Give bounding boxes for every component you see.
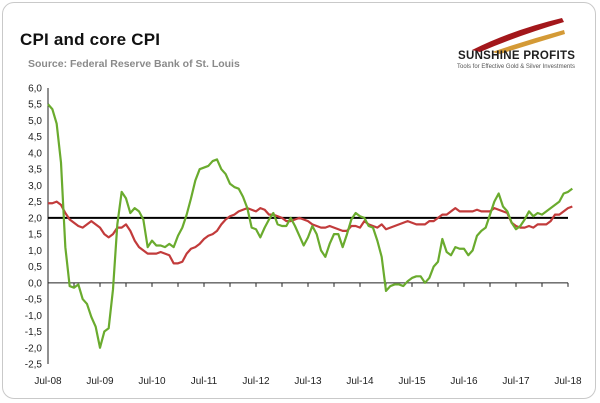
- y-tick-label: 0,0: [28, 278, 42, 289]
- x-tick-label: Jul-17: [502, 376, 530, 387]
- x-axis-tick-marks: [47, 282, 569, 287]
- logo-ray-gold: [492, 30, 565, 54]
- y-tick-label: 4,0: [28, 148, 42, 159]
- y-tick-label: 5,0: [28, 116, 42, 127]
- y-tick-label: -1,5: [25, 327, 43, 338]
- x-tick-label: Jul-13: [294, 376, 322, 387]
- core-cpi-series-line: [48, 200, 573, 265]
- x-tick-label: Jul-16: [450, 376, 478, 387]
- chart-frame: [2, 2, 596, 399]
- logo-brand: SUNSHINE PROFITS: [458, 50, 576, 62]
- y-tick-label: 6,0: [28, 84, 42, 95]
- chart-source: Source: Federal Reserve Bank of St. Loui…: [28, 58, 240, 70]
- y-tick-label: -2,5: [25, 360, 43, 371]
- cpi-series-line: [47, 103, 573, 349]
- y-tick-label: 1,0: [28, 246, 42, 257]
- y-tick-label: 1,5: [28, 230, 42, 241]
- y-tick-label: 5,5: [28, 100, 42, 111]
- y-tick-label: 4,5: [28, 132, 42, 143]
- y-tick-label: -2,0: [25, 343, 43, 354]
- x-tick-label: Jul-10: [138, 376, 166, 387]
- logo-ray-dark: [472, 18, 564, 52]
- y-tick-label: 2,5: [28, 197, 42, 208]
- y-tick-label: 3,5: [28, 165, 42, 176]
- logo-tagline: Tools for Effective Gold & Silver Invest…: [457, 64, 575, 70]
- x-tick-label: Jul-08: [34, 376, 62, 387]
- x-tick-label: Jul-12: [242, 376, 270, 387]
- x-tick-label: Jul-11: [191, 376, 218, 387]
- x-tick-label: Jul-14: [346, 376, 374, 387]
- x-axis-ticks: Jul-08 Jul-09 Jul-10 Jul-11 Jul-12 Jul-13 Jul-…: [34, 376, 582, 387]
- y-axis-ticks: -2,5 -2,0 -1,5 -1,0 -0,5 0,0 0,5 1,0 1,5 2,0 2,5 3,…: [25, 84, 43, 371]
- x-tick-label: Jul-15: [398, 376, 426, 387]
- y-tick-label: 0,5: [28, 262, 42, 273]
- y-tick-label: -1,0: [25, 311, 43, 322]
- chart-title: CPI and core CPI: [20, 30, 161, 49]
- x-tick-label: Jul-18: [554, 376, 582, 387]
- y-tick-label: -0,5: [25, 295, 43, 306]
- sunshine-profits-logo-icon: [472, 18, 565, 54]
- y-tick-label: 3,0: [28, 181, 42, 192]
- x-tick-label: Jul-09: [86, 376, 114, 387]
- y-tick-label: 2,0: [28, 213, 42, 224]
